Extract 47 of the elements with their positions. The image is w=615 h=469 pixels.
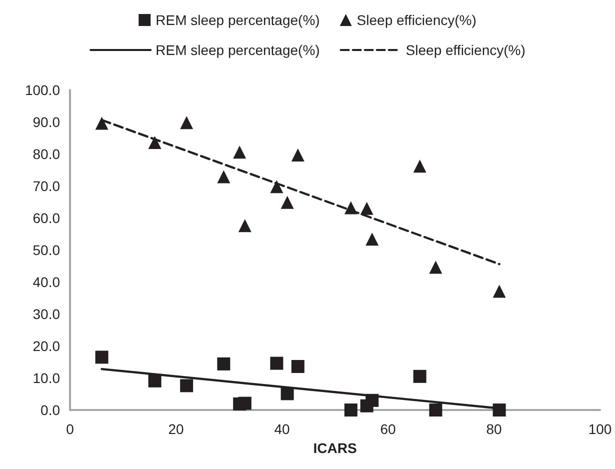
point bbox=[291, 360, 304, 373]
point bbox=[180, 116, 194, 130]
point bbox=[238, 219, 252, 232]
legend-label: REM sleep percentage(%) bbox=[156, 12, 320, 28]
point bbox=[95, 350, 108, 364]
point bbox=[429, 404, 442, 416]
legend-label: Sleep efficiency(%) bbox=[406, 42, 526, 58]
point bbox=[492, 404, 506, 416]
point bbox=[270, 180, 284, 194]
y-tick-label: 0.0 bbox=[40, 402, 60, 418]
y-tick-label: 100.0 bbox=[24, 82, 60, 98]
point bbox=[413, 370, 426, 383]
point bbox=[270, 356, 284, 370]
point bbox=[217, 357, 230, 370]
y-tick-label: 70.0 bbox=[32, 178, 60, 194]
point bbox=[344, 404, 358, 416]
y-tick-label: 60.0 bbox=[32, 210, 60, 226]
point bbox=[238, 396, 252, 410]
point bbox=[180, 379, 194, 392]
point bbox=[148, 136, 162, 149]
point bbox=[95, 116, 108, 130]
point bbox=[233, 146, 246, 159]
point bbox=[291, 148, 304, 162]
x-tick-label: 20 bbox=[168, 421, 184, 437]
point bbox=[429, 260, 442, 274]
point bbox=[148, 374, 162, 388]
y-tick-label: 50.0 bbox=[32, 242, 60, 258]
y-tick-label: 80.0 bbox=[32, 146, 60, 162]
x-axis-title: ICARS bbox=[313, 440, 357, 456]
legend-label: Sleep efficiency(%) bbox=[356, 12, 476, 28]
x-tick-label: 0 bbox=[66, 421, 74, 437]
y-tick-label: 40.0 bbox=[32, 274, 60, 290]
x-tick-label: 80 bbox=[486, 421, 502, 437]
y-tick-label: 10.0 bbox=[32, 370, 60, 386]
legend-label: REM sleep percentage(%) bbox=[156, 42, 320, 58]
point bbox=[280, 196, 294, 209]
x-tick-label: 60 bbox=[380, 421, 396, 437]
y-tick-label: 30.0 bbox=[32, 306, 60, 322]
point bbox=[492, 284, 506, 298]
point bbox=[366, 232, 379, 246]
x-tick-label: 100 bbox=[588, 421, 612, 437]
x-tick-label: 40 bbox=[274, 421, 290, 437]
y-tick-label: 90.0 bbox=[32, 114, 60, 130]
y-tick-label: 20.0 bbox=[32, 338, 60, 354]
point bbox=[360, 202, 374, 215]
point bbox=[413, 160, 426, 173]
point bbox=[217, 170, 230, 184]
